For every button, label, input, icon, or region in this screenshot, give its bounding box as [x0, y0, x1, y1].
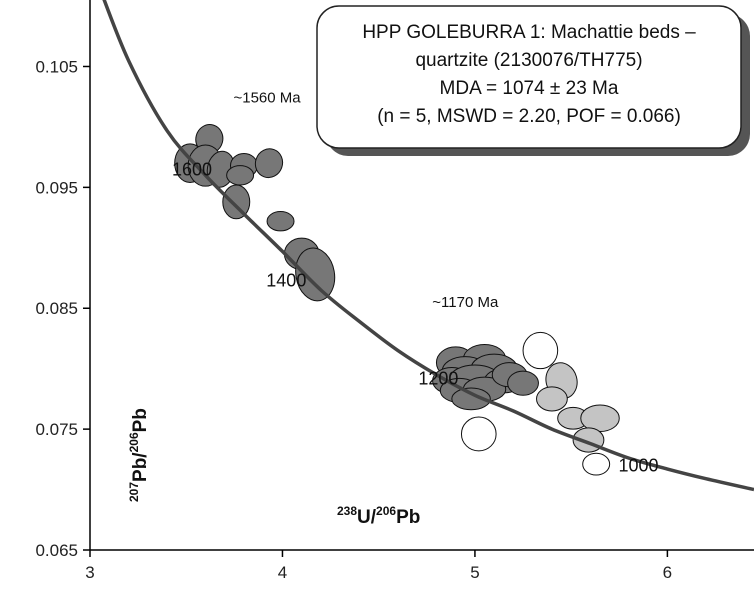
data-ellipse: [295, 247, 336, 302]
data-ellipse: [254, 148, 284, 179]
y-axis-title-base2: Pb: [130, 408, 151, 432]
data-ellipse: [226, 165, 255, 186]
y-axis-title-sup2: 206: [127, 432, 141, 452]
y-axis-title-base1: Pb/: [130, 452, 151, 482]
info-box: HPP GOLEBURRA 1: Machattie beds – quartz…: [316, 5, 750, 156]
concordia-age-label: 1200: [418, 368, 458, 388]
data-ellipse: [451, 387, 491, 411]
axes: 3 4 5 6 0.065 0.075 0.085 0.095 0.105: [35, 0, 754, 582]
concordia-curve: [102, 0, 754, 492]
data-ellipse: [222, 184, 251, 220]
y-tick-label: 0.105: [35, 57, 78, 76]
x-axis-title-sup2: 206: [376, 504, 396, 518]
x-axis-title-base2: Pb: [396, 507, 420, 528]
x-axis-title-base1: U/: [357, 507, 377, 528]
data-ellipses: [174, 124, 620, 476]
info-line-1: HPP GOLEBURRA 1: Machattie beds –: [362, 22, 696, 43]
x-tick-label: 3: [85, 563, 94, 582]
info-box-frame: [316, 5, 742, 149]
x-axis-title-sup1: 238: [337, 504, 357, 518]
x-tick-label: 6: [663, 563, 672, 582]
y-axis-title: 207Pb/206Pb: [127, 408, 151, 502]
data-ellipse: [460, 416, 497, 452]
info-line-3: MDA = 1074 ± 23 Ma: [440, 78, 619, 99]
y-tick-label: 0.065: [35, 541, 78, 560]
y-tick-label: 0.075: [35, 420, 78, 439]
peak-age-annotation: ~1170 Ma: [432, 294, 499, 311]
y-tick-label: 0.095: [35, 178, 78, 197]
data-ellipse: [266, 211, 295, 232]
y-axis-title-sup1: 207: [127, 482, 141, 502]
x-tick-label: 5: [470, 563, 479, 582]
data-ellipse: [582, 452, 611, 476]
data-ellipse: [536, 386, 568, 412]
info-line-2: quartzite (2130076/TH775): [415, 50, 642, 71]
data-ellipse: [507, 370, 539, 396]
x-tick-label: 4: [278, 563, 287, 582]
annotations: 1600 1400 1200 1000 ~1560 Ma ~1170 Ma: [172, 90, 659, 476]
data-ellipse: [522, 331, 559, 370]
concordia-age-label: 1600: [172, 159, 212, 179]
concordia-age-label: 1400: [266, 270, 306, 290]
info-line-4: (n = 5, MSWD = 2.20, POF = 0.066): [377, 106, 681, 127]
peak-age-annotation: ~1560 Ma: [233, 90, 301, 107]
x-axis-title: 238U/206Pb: [337, 504, 420, 528]
y-tick-label: 0.085: [35, 299, 78, 318]
concordia-age-label: 1000: [618, 455, 658, 475]
concordia-curve-group: [102, 0, 754, 492]
